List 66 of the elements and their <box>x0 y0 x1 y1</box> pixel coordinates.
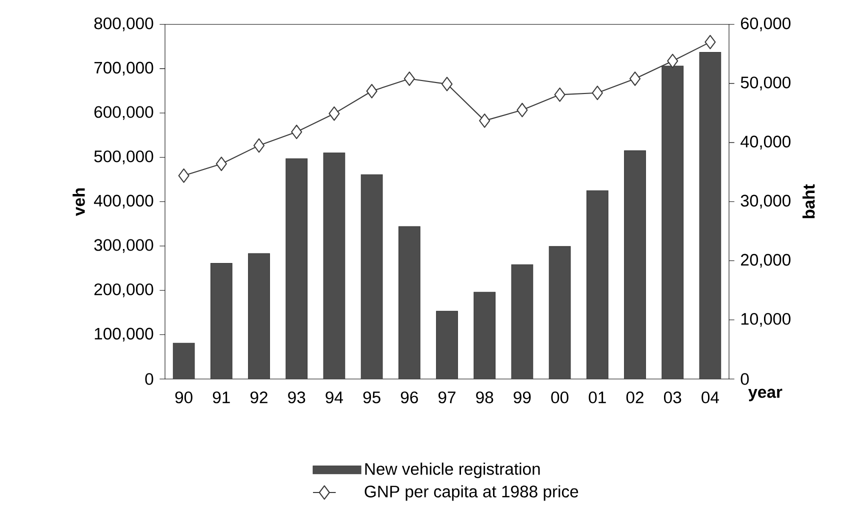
bar <box>474 292 496 379</box>
y-tick-label: 100,000 <box>94 328 154 342</box>
point <box>704 34 716 50</box>
x-tick-label: 01 <box>588 392 606 404</box>
y-tick-label: 0 <box>145 373 154 385</box>
bar <box>511 264 534 379</box>
x-tick-label: 97 <box>438 392 456 404</box>
point <box>178 168 190 183</box>
x-tick-label: 00 <box>551 392 568 404</box>
bar <box>586 190 608 379</box>
point <box>479 113 490 128</box>
x-tick-label: 04 <box>702 392 719 404</box>
bar <box>360 174 383 379</box>
legend-label: New vehicle registration <box>365 462 540 478</box>
x-axis-title: year <box>748 388 782 402</box>
point <box>516 102 528 118</box>
y2-tick-label: 20,000 <box>741 254 790 268</box>
x-tick-label: 98 <box>476 392 494 404</box>
y-tick-label: 600,000 <box>94 106 154 120</box>
bar <box>624 150 646 379</box>
legend-label: GNP per capita at 1988 price <box>364 485 578 501</box>
x-tick-label: 95 <box>363 392 380 404</box>
y-tick-label: 800,000 <box>94 17 154 32</box>
point <box>328 106 340 121</box>
y-tick-label: 200,000 <box>94 283 154 298</box>
x-tick-label: 90 <box>175 392 192 404</box>
x-tick-label: 94 <box>326 392 343 404</box>
x-tick-label: 02 <box>626 392 644 404</box>
bar <box>210 263 232 379</box>
y2-axis-title: baht <box>802 184 815 218</box>
x-tick-label: 91 <box>212 392 230 404</box>
y2-tick-label: 50,000 <box>740 76 790 90</box>
point <box>629 72 641 86</box>
y2-tick-label: 30,000 <box>740 194 790 209</box>
x-tick-label: 99 <box>514 392 531 404</box>
y2-tick-label: 10,000 <box>741 313 790 327</box>
bar <box>323 152 346 379</box>
point <box>216 156 227 172</box>
point <box>253 138 265 153</box>
point <box>291 124 302 140</box>
y2-tick-label: 40,000 <box>740 136 790 150</box>
bar <box>548 246 571 379</box>
bar <box>398 226 420 379</box>
y-tick-label: 400,000 <box>94 194 154 209</box>
x-tick-label: 03 <box>664 392 682 404</box>
point <box>404 72 415 86</box>
point <box>366 84 378 98</box>
y-tick-label: 700,000 <box>94 62 154 76</box>
bar <box>436 310 458 379</box>
y2-tick-label: 0 <box>740 373 749 385</box>
bar <box>699 52 722 379</box>
x-tick-label: 92 <box>250 392 268 404</box>
bar <box>248 253 270 379</box>
point <box>667 54 678 68</box>
y-tick-label: 500,000 <box>94 150 154 164</box>
point <box>592 86 603 100</box>
bar <box>172 342 195 379</box>
bar <box>662 66 684 379</box>
x-tick-label: 96 <box>400 392 418 404</box>
y2-tick-label: 60,000 <box>741 17 790 32</box>
x-tick-label: 93 <box>288 392 306 404</box>
point <box>441 76 453 92</box>
y-axis-title: veh <box>72 188 85 216</box>
bar <box>286 158 308 379</box>
point <box>554 87 566 102</box>
y-tick-label: 300,000 <box>94 239 154 253</box>
